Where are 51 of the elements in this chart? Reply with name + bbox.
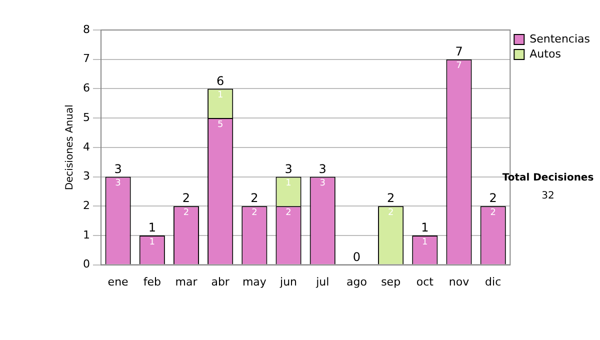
data-label: 1 (217, 90, 224, 101)
total-label: 0 (352, 250, 361, 264)
x-tick-label: dic (485, 275, 502, 288)
total-label: 3 (318, 162, 326, 176)
total-label: 3 (284, 162, 292, 176)
data-label: 2 (388, 208, 394, 218)
y-tick-label: 5 (83, 110, 90, 124)
y-tick-label: 1 (83, 228, 90, 242)
data-label: 2 (490, 208, 496, 218)
data-label: 7 (456, 61, 462, 72)
data-label: 3 (320, 178, 326, 189)
data-label: 5 (217, 120, 224, 130)
total-label: 2 (250, 191, 258, 206)
x-tick-label: nov (448, 275, 470, 288)
y-tick-label: 0 (83, 258, 90, 271)
total-label: 7 (455, 44, 463, 58)
total-label: 6 (216, 74, 224, 88)
x-tick-label: may (242, 275, 267, 288)
x-tick-label: jun (279, 275, 298, 288)
x-tick-label: ene (108, 275, 129, 288)
total-label: 1 (148, 220, 156, 235)
data-label: 1 (149, 237, 156, 248)
annotation: Total Decisiones (502, 172, 594, 184)
y-axis-title: Decisiones Anual (64, 104, 76, 190)
total-label: 3 (114, 162, 122, 176)
x-tick-label: oct (416, 275, 434, 288)
data-label: 2 (286, 208, 292, 218)
legend-label: Sentencias (530, 32, 590, 46)
x-tick-label: mar (175, 275, 198, 288)
data-label: 1 (422, 237, 428, 248)
data-label: 3 (115, 178, 121, 189)
data-label: 2 (252, 208, 258, 218)
y-tick-label: 7 (83, 52, 90, 66)
data-label: 1 (286, 178, 292, 189)
x-tick-label: ago (346, 275, 368, 288)
total-label: 1 (421, 220, 429, 235)
legend-label: Autos (530, 47, 562, 60)
x-tick-label: jul (315, 275, 330, 288)
total-label: 2 (386, 191, 395, 206)
y-tick-label: 6 (83, 82, 90, 95)
y-tick-label: 3 (83, 170, 90, 183)
y-tick-label: 2 (83, 198, 90, 212)
text: 32 (542, 190, 554, 202)
data-label: 2 (183, 208, 190, 218)
x-tick-label: feb (143, 275, 161, 288)
x-tick-label: abr (211, 275, 230, 288)
x-tick-label: sep (381, 275, 401, 288)
total-label: 2 (489, 191, 497, 206)
total-label: 2 (182, 191, 190, 206)
y-tick-label: 4 (83, 140, 90, 154)
y-tick-label: 8 (83, 22, 90, 36)
